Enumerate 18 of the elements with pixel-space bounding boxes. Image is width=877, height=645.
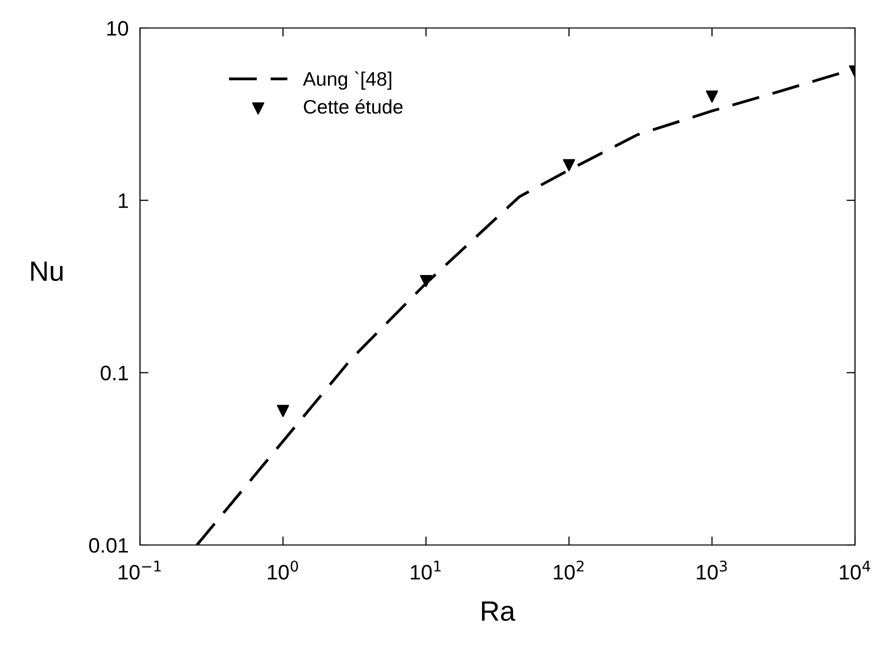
y-tick-label: 0.1: [100, 366, 128, 380]
point: [706, 90, 718, 103]
x-tick-label: 10$^{1}$: [410, 560, 441, 580]
y-tick-label: 0.01: [89, 538, 128, 553]
x-tick-label: 10$^{2}$: [554, 560, 584, 580]
point: [276, 404, 290, 417]
x-tick-label: 10$^{4}$: [840, 560, 870, 580]
x-tick-label: 10$^{0}$: [268, 560, 298, 580]
x-tick-label: 10$^{3}$: [696, 560, 727, 580]
legend-label: Cette étude: [304, 99, 403, 114]
point: [562, 159, 576, 172]
y-axis-title: Nu: [31, 262, 63, 282]
legend-label: Aung `[48]: [302, 71, 392, 90]
x-tick-label: 10$^{−1}$: [118, 560, 161, 580]
point: [420, 275, 432, 288]
x-axis-title: Ra: [482, 602, 516, 621]
y-tick-label: 10: [107, 21, 128, 36]
y-tick-label: 1: [118, 194, 128, 208]
